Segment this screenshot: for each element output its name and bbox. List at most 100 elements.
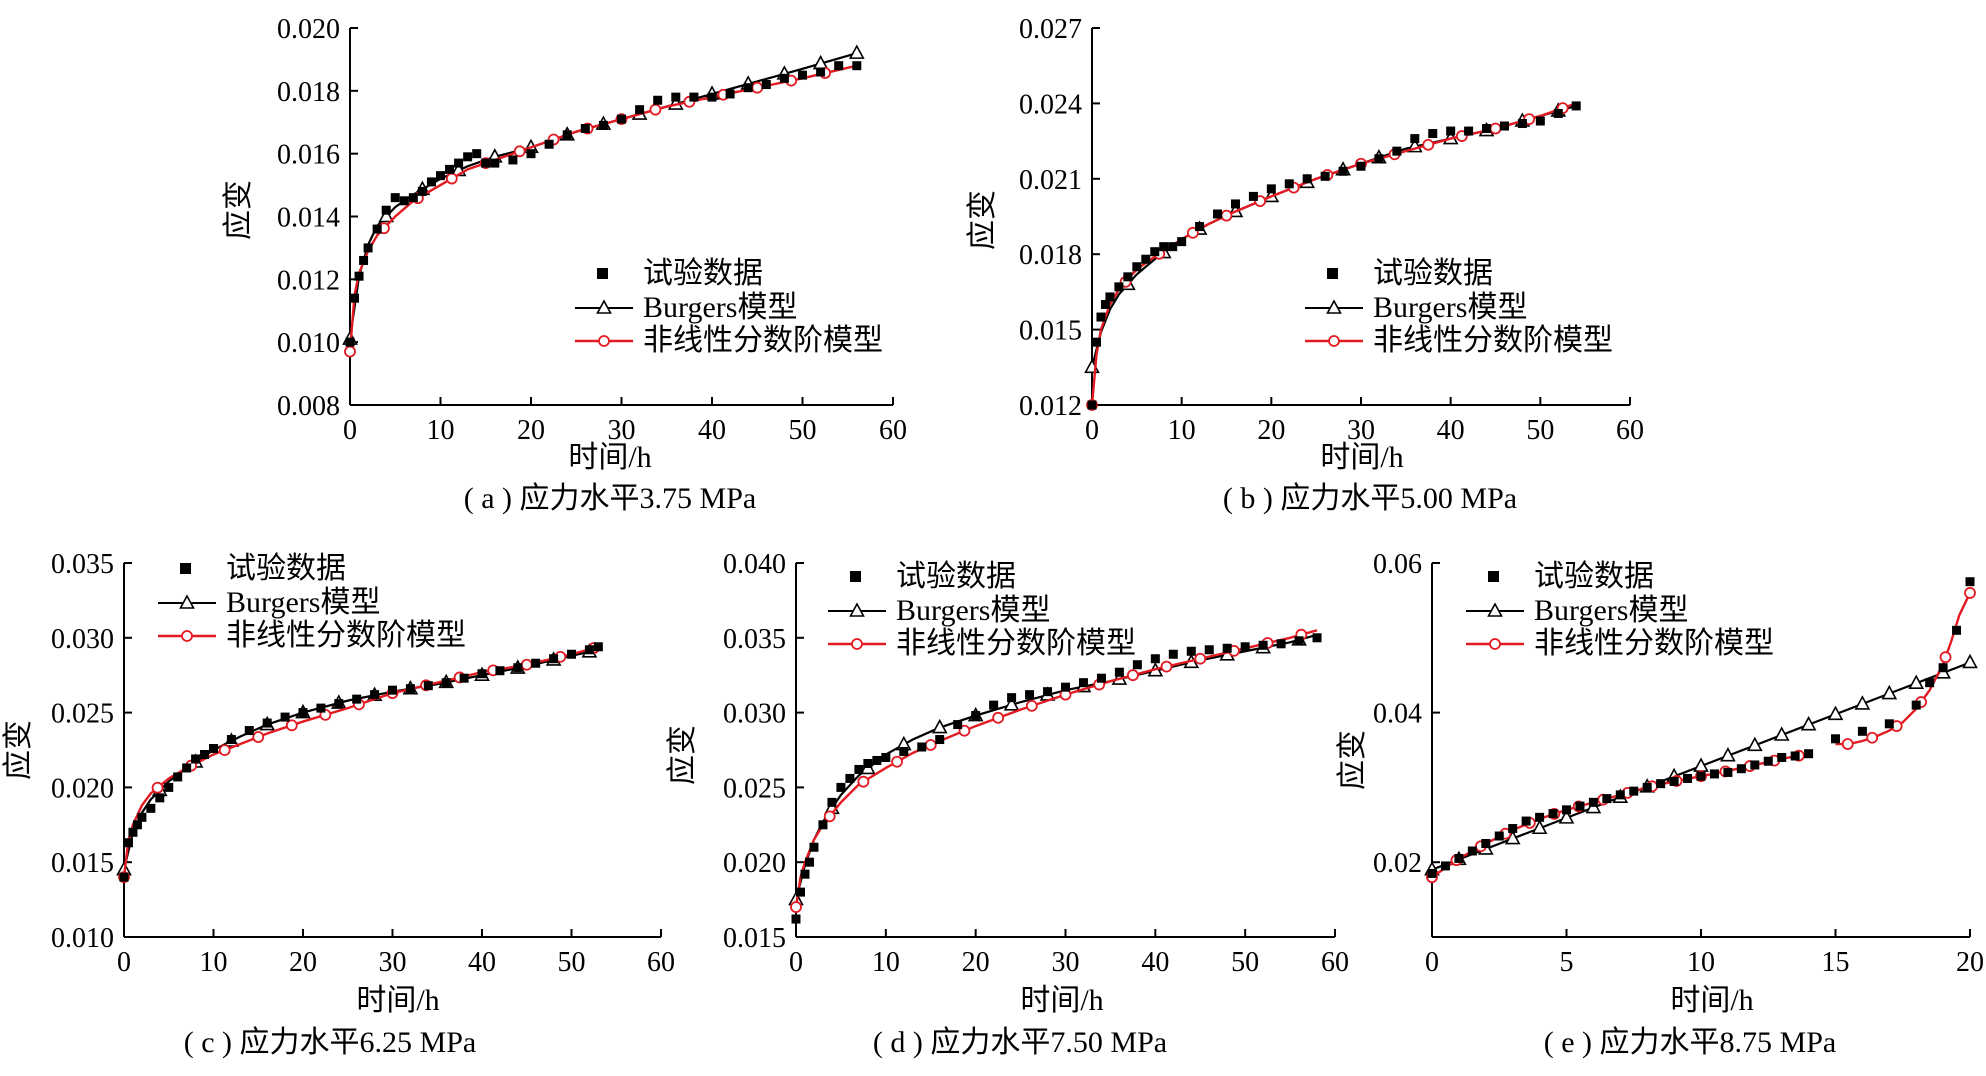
experiment-point — [1911, 700, 1921, 710]
experiment-point — [779, 73, 789, 83]
fractional-line — [794, 629, 1318, 908]
experiment-point — [399, 196, 409, 206]
panel-b: ( b ) 应力水平5.00 MPa 时间/h 应变 0 10 20 30 40 50 60… — [966, 14, 1644, 515]
experiment-point — [1965, 577, 1975, 587]
experiment-point — [1043, 687, 1053, 697]
experiment-point — [508, 155, 518, 165]
fractional-marker — [218, 744, 231, 757]
fractional-marker — [151, 781, 164, 794]
experiment-point — [372, 224, 382, 234]
experiment-point — [1025, 690, 1035, 700]
x-tick-label: 30 — [379, 947, 407, 978]
experiment-point — [1302, 174, 1312, 184]
experiment-point — [635, 105, 645, 115]
legend-burgers-label: Burgers模型 — [1534, 594, 1688, 627]
fractional-marker — [1126, 669, 1139, 682]
experiment-point — [1494, 831, 1504, 841]
x-tick-label: 40 — [468, 947, 496, 978]
experiment-point — [1150, 654, 1160, 664]
y-tick-label: 0.020 — [723, 848, 786, 879]
y-tick-label: 0.020 — [51, 773, 114, 804]
legend-fractional-label: 非线性分数阶模型 — [1373, 324, 1613, 357]
y-tick-label: 0.035 — [723, 624, 786, 655]
legend-burgers-marker — [179, 594, 195, 609]
experiment-point — [1213, 209, 1223, 219]
experiment-point — [226, 735, 236, 745]
burgers-marker — [1003, 696, 1020, 711]
x-tick-label: 40 — [1437, 415, 1465, 446]
experiment-point — [1464, 126, 1474, 136]
y-tick-label: 0.018 — [277, 77, 340, 108]
x-tick-label: 30 — [608, 415, 636, 446]
experiment-point — [1091, 337, 1101, 347]
experiment-point — [1736, 764, 1746, 774]
experiment-point — [1168, 649, 1178, 659]
x-tick-label: 40 — [1141, 947, 1169, 978]
experiment-point — [1258, 640, 1268, 650]
experiment-point — [1683, 773, 1693, 783]
x-tick-label: 50 — [1526, 415, 1554, 446]
experiment-point — [1428, 129, 1438, 139]
experiment-point — [1482, 124, 1492, 134]
legend-fractional-marker — [851, 638, 863, 650]
experiment-point — [146, 803, 156, 813]
experiment-point — [1750, 760, 1760, 770]
y-tick-label: 0.027 — [1019, 14, 1082, 45]
caption-c: ( c ) 应力水平6.25 MPa — [184, 1026, 476, 1059]
experiment-point — [526, 149, 536, 159]
experiment-point — [1508, 824, 1518, 834]
experiment-point — [707, 92, 717, 102]
fractional-marker — [1866, 731, 1879, 744]
caption-d: ( d ) 应力水平7.50 MPa — [873, 1026, 1167, 1059]
experiment-point — [1096, 673, 1106, 683]
x-tick-label: 30 — [1052, 947, 1080, 978]
experiment-point — [1925, 678, 1935, 688]
burgers-marker — [931, 718, 948, 734]
fractional-marker — [285, 719, 298, 732]
legend-fractional-marker — [598, 335, 610, 347]
experiment-point — [1338, 166, 1348, 176]
experiment-point — [359, 255, 369, 265]
experiment-point — [513, 663, 523, 673]
experiment-point — [1615, 790, 1625, 800]
fractional-marker — [1194, 652, 1207, 665]
experiment-point — [580, 124, 590, 134]
experiment-point — [1312, 633, 1322, 643]
experiment-point — [363, 243, 373, 253]
experiment-point — [244, 726, 254, 736]
experiment-point — [567, 649, 576, 659]
experiment-point — [1284, 179, 1294, 189]
experiment-point — [1831, 734, 1840, 744]
fractional-marker — [751, 81, 764, 94]
experiment-point — [1629, 786, 1639, 796]
caption-b: ( b ) 应力水平5.00 MPa — [1223, 482, 1517, 515]
burgers-marker — [1854, 695, 1871, 710]
fractional-marker — [1939, 651, 1952, 664]
fractional-marker — [649, 103, 662, 116]
experiment-point — [1114, 667, 1124, 677]
legend-burgers-marker — [596, 299, 612, 314]
experiment-point — [381, 205, 391, 215]
legend-experiment-symbol — [1488, 571, 1499, 582]
burgers-marker — [378, 207, 395, 223]
experiment-point — [164, 782, 174, 792]
experiment-point — [1105, 292, 1115, 302]
experiment-point — [863, 758, 873, 768]
experiment-point — [490, 158, 500, 168]
x-tick-label: 15 — [1822, 947, 1850, 978]
fractional-marker — [992, 711, 1005, 724]
x-tick-label: 10 — [200, 947, 228, 978]
experiment-point — [1642, 782, 1652, 792]
x-tick-label: 40 — [698, 415, 726, 446]
legend-burgers-marker — [1326, 299, 1342, 314]
experiment-point — [562, 130, 572, 140]
experiment-point — [1804, 749, 1814, 759]
ylabel-d: 应变 — [666, 725, 699, 785]
experiment-point — [459, 673, 469, 683]
legend-experiment-label: 试验数据 — [1534, 560, 1654, 593]
y-tick-label: 0.015 — [51, 848, 114, 879]
experiment-point — [445, 164, 455, 174]
experiment-point — [137, 812, 147, 822]
experiment-point — [209, 744, 218, 754]
xlabel-e: 时间/h — [1670, 984, 1753, 1017]
